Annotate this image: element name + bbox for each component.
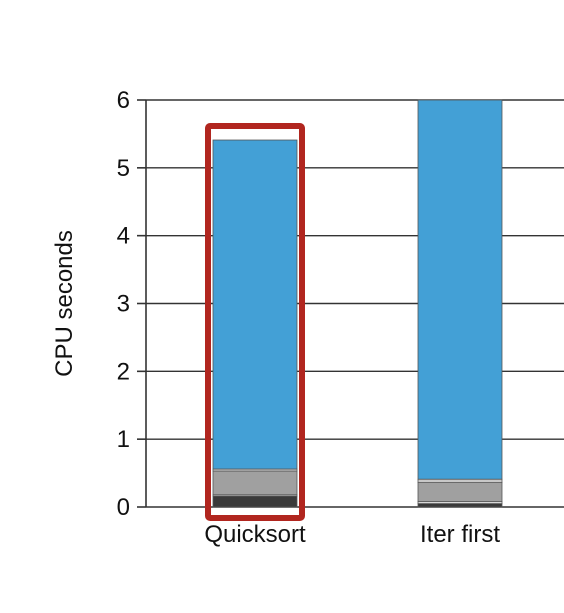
y-tick-label-5: 5 — [117, 155, 130, 182]
y-tick-label-0: 0 — [117, 494, 130, 521]
y-tick-label-4: 4 — [117, 223, 130, 250]
y-tick-label-2: 2 — [117, 358, 130, 385]
y-axis-title: CPU seconds — [51, 230, 78, 377]
bar-quicksort-segment-0 — [212, 495, 298, 508]
x-category-label-1: Iter first — [420, 521, 500, 548]
y-axis — [137, 99, 147, 508]
y-tick-label-3: 3 — [117, 291, 130, 318]
y-tick-labels: 0 1 2 3 4 5 6 — [117, 87, 130, 521]
bar-quicksort-segment-4 — [212, 139, 298, 470]
highlight-rectangle — [205, 123, 305, 521]
bar-iter-first-segment-0 — [417, 503, 503, 508]
x-category-labels: Quicksort Iter first — [204, 521, 500, 548]
highlight-box — [205, 123, 305, 521]
bar-iter-first-segment-4 — [417, 99, 503, 480]
bar-quicksort-segment-2 — [212, 470, 298, 496]
y-tick-label-1: 1 — [117, 426, 130, 453]
x-category-label-0: Quicksort — [204, 521, 306, 548]
y-tick-label-6: 6 — [117, 87, 130, 114]
bar-iter-first-segment-2 — [417, 482, 503, 502]
bar-iter-first-segment-3 — [417, 478, 503, 483]
bars — [212, 99, 503, 508]
